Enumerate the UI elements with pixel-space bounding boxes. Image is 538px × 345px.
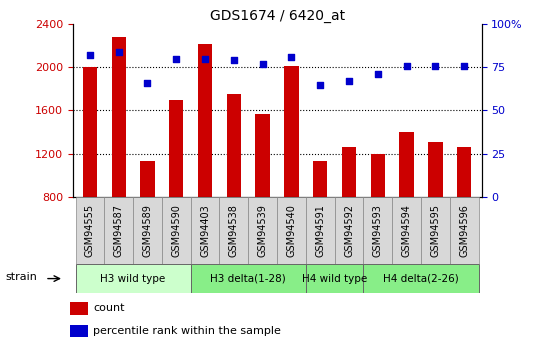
Point	[172, 56, 181, 61]
Point	[115, 49, 123, 55]
Text: percentile rank within the sample: percentile rank within the sample	[94, 326, 281, 336]
Text: GSM94591: GSM94591	[315, 204, 325, 257]
Bar	[450, 197, 479, 264]
Bar	[140, 161, 155, 197]
Bar	[371, 154, 385, 197]
Text: GSM94596: GSM94596	[459, 204, 469, 257]
Text: GSM94589: GSM94589	[143, 204, 152, 257]
Bar	[75, 197, 104, 264]
Bar	[399, 132, 414, 197]
Text: count: count	[94, 303, 125, 313]
Bar	[133, 197, 162, 264]
Bar	[190, 197, 220, 264]
Title: GDS1674 / 6420_at: GDS1674 / 6420_at	[209, 9, 345, 23]
Bar	[70, 302, 88, 315]
Text: GSM94592: GSM94592	[344, 204, 354, 257]
Bar	[162, 197, 190, 264]
Text: GSM94539: GSM94539	[258, 204, 268, 257]
Text: GSM94587: GSM94587	[114, 204, 124, 257]
Text: GSM94540: GSM94540	[286, 204, 296, 257]
Text: GSM94590: GSM94590	[171, 204, 181, 257]
Point	[287, 54, 296, 60]
Bar	[169, 100, 183, 197]
Bar	[306, 197, 335, 264]
Point	[201, 56, 209, 61]
Bar	[104, 197, 133, 264]
Bar	[421, 197, 450, 264]
Bar	[342, 147, 356, 197]
Bar	[198, 43, 213, 197]
Bar	[75, 264, 190, 293]
Bar	[392, 197, 421, 264]
Bar	[111, 37, 126, 197]
Bar	[256, 114, 270, 197]
Text: GSM94594: GSM94594	[402, 204, 412, 257]
Point	[86, 52, 94, 58]
Text: strain: strain	[6, 272, 38, 282]
Bar	[284, 66, 299, 197]
Point	[230, 58, 238, 63]
Point	[402, 63, 411, 68]
Bar	[190, 264, 306, 293]
Point	[316, 82, 324, 87]
Bar	[70, 325, 88, 337]
Bar	[83, 67, 97, 197]
Bar	[335, 197, 364, 264]
Text: GSM94538: GSM94538	[229, 204, 239, 257]
Bar	[226, 94, 241, 197]
Text: H4 delta(2-26): H4 delta(2-26)	[383, 274, 459, 284]
Text: GSM94593: GSM94593	[373, 204, 383, 257]
Bar	[364, 197, 392, 264]
Point	[258, 61, 267, 67]
Text: H3 delta(1-28): H3 delta(1-28)	[210, 274, 286, 284]
Bar	[248, 197, 277, 264]
Bar	[428, 142, 443, 197]
Point	[143, 80, 152, 86]
Bar	[313, 161, 328, 197]
Point	[345, 78, 353, 84]
Point	[431, 63, 440, 68]
Text: H4 wild type: H4 wild type	[302, 274, 367, 284]
Bar	[457, 147, 471, 197]
Text: GSM94403: GSM94403	[200, 204, 210, 257]
Bar	[220, 197, 248, 264]
Text: H3 wild type: H3 wild type	[101, 274, 166, 284]
Point	[460, 63, 469, 68]
Point	[373, 71, 382, 77]
Bar	[277, 197, 306, 264]
Text: GSM94595: GSM94595	[430, 204, 441, 257]
Bar	[306, 264, 364, 293]
Text: GSM94555: GSM94555	[85, 204, 95, 257]
Bar	[364, 264, 479, 293]
